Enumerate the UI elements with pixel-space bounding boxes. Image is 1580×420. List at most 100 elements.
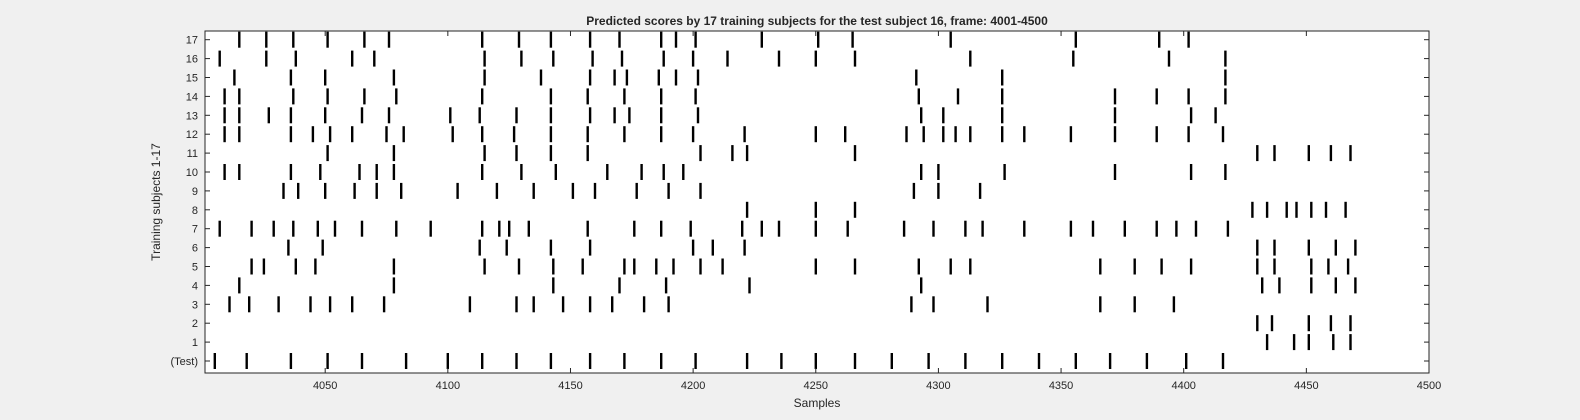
spike-row-13-0 — [223, 107, 226, 124]
spike-row-3-2 — [277, 296, 280, 313]
spike-row-6-0 — [287, 239, 290, 256]
spike-row-16-6 — [520, 50, 523, 67]
spike-row-7-7 — [395, 220, 398, 237]
spike-row-8-2 — [853, 201, 857, 218]
spike-row-10-16 — [1003, 164, 1006, 180]
y-tick-label: 7 — [192, 224, 198, 236]
spike-row-17-7 — [517, 31, 521, 48]
spike-row-5-18 — [949, 258, 952, 275]
spike-row-9-0 — [282, 182, 285, 199]
x-tick-label: 4250 — [804, 380, 828, 392]
spike-row-9-8 — [532, 182, 535, 199]
spike-row-11-10 — [1256, 145, 1259, 162]
spike-row-13-7 — [449, 107, 452, 124]
spike-row-10-1 — [238, 164, 241, 180]
spike-row-13-8 — [478, 107, 481, 124]
spike-row-12-9 — [481, 126, 484, 143]
spike-row-16-5 — [483, 50, 486, 67]
spike-row-12-15 — [691, 126, 695, 143]
spike-row-16-15 — [853, 50, 857, 67]
spike-row-12-8 — [451, 126, 454, 143]
x-tick-label: 4350 — [1049, 380, 1073, 392]
spike-row-14-5 — [395, 88, 398, 105]
spike-row-12-3 — [311, 126, 315, 143]
spike-row-11-3 — [515, 145, 518, 162]
spike-row-2-3 — [1329, 315, 1333, 332]
spike-row-7-29 — [1123, 220, 1126, 237]
spike-row-14-2 — [292, 88, 295, 105]
spike-row-4-0 — [238, 277, 241, 294]
spike-row-17-14 — [760, 31, 763, 48]
spike-row-11-5 — [586, 145, 589, 162]
spike-row-13-10 — [549, 107, 553, 124]
spike-row-17-17 — [949, 31, 952, 48]
spike-row-10-15 — [937, 164, 940, 180]
spike-row-4-1 — [392, 277, 396, 294]
spike-row-3-19 — [1133, 296, 1136, 313]
spike-row-4-2 — [552, 277, 555, 294]
spike-row-15-14 — [1224, 69, 1227, 86]
spike-row-test-11 — [623, 353, 626, 369]
spike-row-11-0 — [326, 145, 329, 162]
spike-row-2-1 — [1270, 315, 1274, 332]
spike-row-5-11 — [655, 258, 658, 275]
spike-row-10-2 — [289, 164, 293, 180]
spike-row-15-7 — [613, 69, 616, 86]
spike-row-test-15 — [780, 353, 783, 369]
spike-row-test-20 — [964, 353, 967, 369]
spike-row-11-11 — [1273, 145, 1276, 162]
spike-row-13-15 — [696, 107, 700, 124]
y-tick-label: (Test) — [171, 356, 199, 368]
spike-row-7-33 — [1226, 220, 1230, 237]
spike-row-11-2 — [483, 145, 486, 162]
spike-row-3-6 — [382, 296, 386, 313]
spike-marks — [213, 31, 1357, 369]
y-tick-label: 2 — [192, 318, 198, 330]
spike-row-3-14 — [667, 296, 670, 313]
spike-row-13-9 — [515, 107, 518, 124]
spike-row-5-9 — [623, 258, 626, 275]
spike-row-16-11 — [691, 50, 695, 67]
spike-row-14-11 — [694, 88, 697, 105]
spike-row-7-19 — [777, 220, 781, 237]
spike-row-10-9 — [554, 164, 557, 180]
spike-row-15-13 — [1001, 69, 1004, 86]
spike-row-test-22 — [1037, 353, 1041, 369]
spike-row-17-1 — [265, 31, 268, 48]
spike-row-9-6 — [456, 182, 459, 199]
spike-row-7-11 — [508, 220, 511, 237]
spike-row-17-8 — [549, 31, 553, 48]
spike-row-7-4 — [316, 220, 319, 237]
spike-row-1-1 — [1292, 334, 1296, 351]
spike-row-11-7 — [731, 145, 734, 162]
spike-row-15-0 — [233, 69, 236, 86]
spike-row-7-12 — [527, 220, 530, 237]
spike-row-8-5 — [1285, 201, 1288, 218]
spike-row-17-9 — [588, 31, 592, 48]
x-tick-label: 4300 — [926, 380, 950, 392]
y-tick-label: 17 — [186, 35, 198, 47]
spike-row-11-8 — [745, 145, 749, 162]
y-tick-label: 12 — [186, 129, 198, 141]
spike-row-3-13 — [642, 296, 646, 313]
spike-row-13-1 — [238, 107, 241, 124]
spike-row-13-6 — [387, 107, 391, 124]
spike-row-5-28 — [1346, 258, 1350, 275]
spike-row-12-30 — [1221, 126, 1225, 143]
spike-row-9-7 — [495, 182, 499, 199]
spike-row-7-30 — [1155, 220, 1158, 237]
spike-row-14-13 — [956, 88, 960, 105]
spike-row-12-16 — [743, 126, 746, 143]
spike-row-test-9 — [549, 353, 553, 369]
spike-row-17-5 — [387, 31, 391, 48]
spike-row-15-12 — [915, 69, 918, 86]
spike-row-14-12 — [917, 88, 920, 105]
spike-row-5-20 — [1099, 258, 1102, 275]
x-tick-label: 4150 — [558, 380, 582, 392]
spike-row-9-15 — [937, 182, 940, 199]
spike-row-14-4 — [363, 88, 366, 105]
spike-row-4-10 — [1334, 277, 1337, 294]
spike-row-17-6 — [481, 31, 484, 48]
spike-row-7-32 — [1194, 220, 1198, 237]
spike-row-10-13 — [682, 164, 685, 180]
